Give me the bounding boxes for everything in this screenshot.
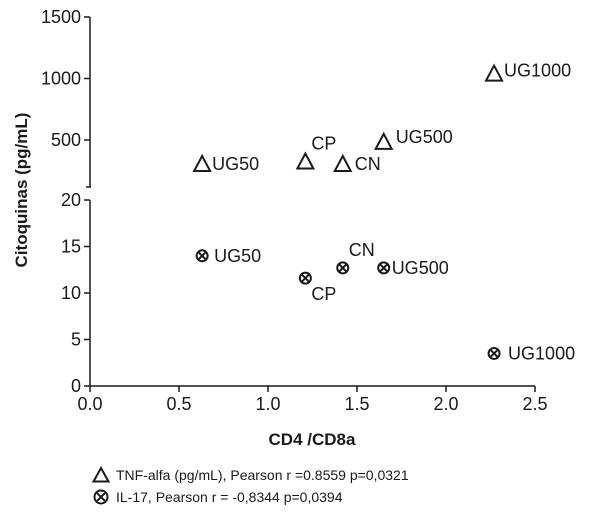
circle-x-ring bbox=[298, 271, 312, 285]
y-tick-label-lower: 10 bbox=[61, 283, 81, 303]
point-label: CP bbox=[311, 134, 336, 154]
circle-x-point bbox=[336, 261, 350, 275]
point-label: UG1000 bbox=[504, 61, 571, 81]
point-label: CN bbox=[349, 240, 375, 260]
point-label: UG1000 bbox=[508, 343, 575, 363]
legend: TNF-alfa (pg/mL), Pearson r =0.8559 p=0,… bbox=[92, 464, 409, 508]
triangle-point bbox=[374, 131, 394, 150]
circle-x-stroke bbox=[489, 349, 499, 358]
circle-x-icon bbox=[93, 489, 109, 505]
triangle-point bbox=[295, 151, 316, 170]
point-label: UG500 bbox=[396, 127, 453, 147]
y-tick-label-lower: 20 bbox=[61, 190, 81, 210]
axes bbox=[86, 17, 535, 387]
circle-x-point bbox=[298, 271, 312, 285]
circle-x-stroke bbox=[198, 251, 207, 260]
point-label: UG500 bbox=[392, 258, 449, 278]
circle-x-ring bbox=[195, 249, 209, 263]
ticks: 0.0 0.5 1.0 1.5 2.0 2.5 500 1000 1500 0 5 10 15 20 bbox=[41, 7, 548, 414]
x-tick-label: 2.0 bbox=[433, 394, 458, 414]
triangle-point bbox=[333, 153, 353, 172]
y-tick-label-upper: 500 bbox=[51, 130, 81, 150]
legend-item-tnf: TNF-alfa (pg/mL), Pearson r =0.8559 p=0,… bbox=[92, 464, 409, 486]
y-axis-title: Citoquinas (pg/mL) bbox=[12, 113, 31, 268]
point-label: CP bbox=[311, 284, 336, 304]
circle-x-point bbox=[377, 261, 391, 275]
legend-item-il17: IL-17, Pearson r = -0,8344 p=0,0394 bbox=[92, 486, 409, 508]
y-tick-label-lower: 0 bbox=[71, 376, 81, 396]
y-tick-label-lower: 15 bbox=[61, 237, 81, 257]
circle-x-stroke bbox=[379, 263, 388, 272]
legend-label-tnf: TNF-alfa (pg/mL), Pearson r =0.8559 p=0,… bbox=[116, 467, 409, 483]
y-tick-label-lower: 5 bbox=[71, 330, 81, 350]
circle-x-stroke bbox=[301, 274, 310, 283]
triangle-point bbox=[484, 63, 504, 82]
y-tick-label-upper: 1000 bbox=[41, 69, 81, 89]
point-label: UG50 bbox=[212, 154, 259, 174]
x-tick-label: 1.0 bbox=[255, 394, 280, 414]
circle-x-stroke bbox=[338, 263, 347, 272]
circle-x-point bbox=[195, 249, 209, 263]
x-axis-title: CD4 /CD8a bbox=[269, 430, 356, 449]
triangle-point bbox=[192, 153, 212, 172]
legend-label-il17: IL-17, Pearson r = -0,8344 p=0,0394 bbox=[116, 489, 343, 505]
x-tick-label: 1.5 bbox=[344, 394, 369, 414]
circle-x-ring bbox=[336, 261, 350, 275]
x-tick-label: 0.5 bbox=[166, 394, 191, 414]
circle-x-ring bbox=[487, 346, 501, 360]
x-tick-label: 0.0 bbox=[77, 394, 102, 414]
point-label: UG50 bbox=[214, 246, 261, 266]
point-label: CN bbox=[355, 154, 381, 174]
circle-x-ring bbox=[377, 261, 391, 275]
triangle-icon bbox=[92, 466, 110, 483]
marks: UG50 CP CN UG500 UG1000 UG50 CP CN UG500 UG1000 bbox=[192, 61, 575, 363]
y-tick-label-upper: 1500 bbox=[41, 7, 81, 27]
x-tick-label: 2.5 bbox=[522, 394, 547, 414]
circle-x-point bbox=[487, 346, 501, 360]
